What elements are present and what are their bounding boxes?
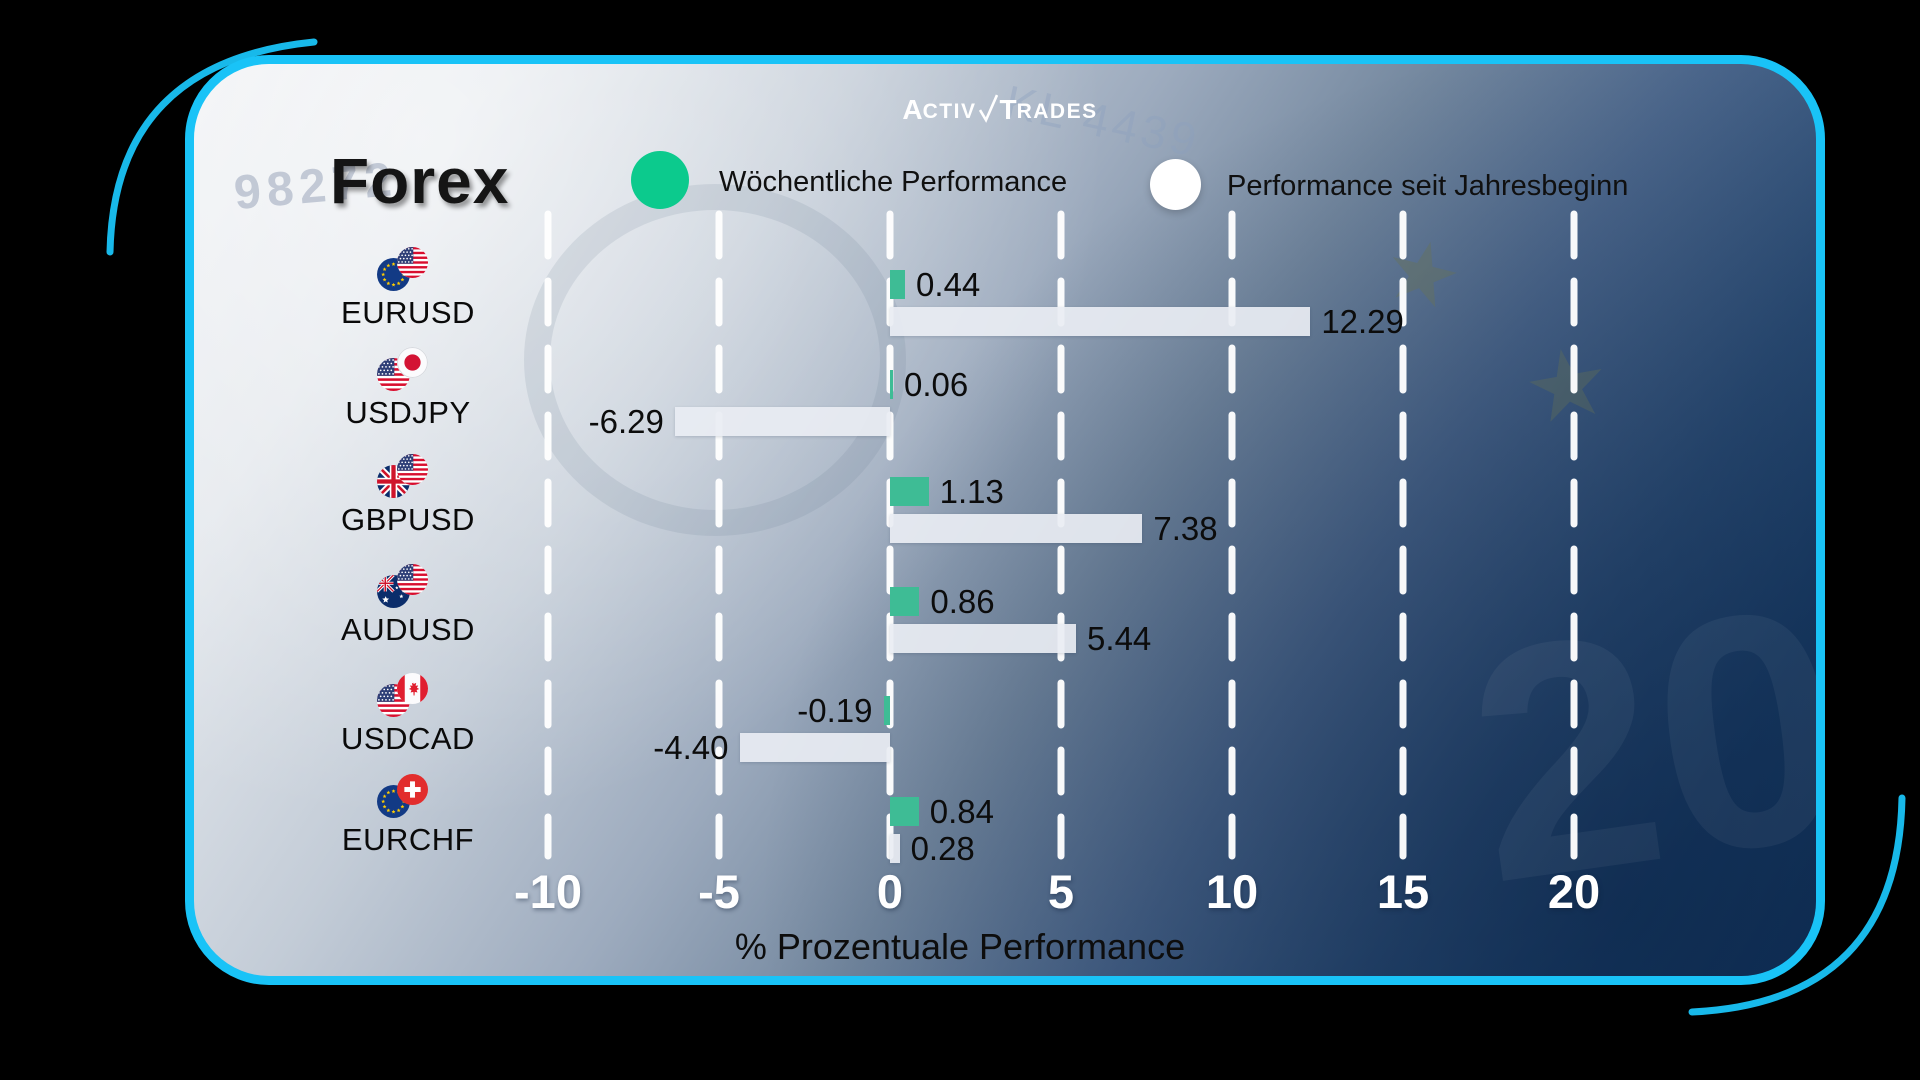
ytd-bar	[739, 733, 890, 762]
brand-logo: A CTIV T RADES	[902, 94, 1098, 125]
ytd-bar	[890, 624, 1077, 653]
pair-label: EURCHF	[341, 822, 475, 857]
ytd-value: 0.28	[910, 829, 975, 867]
weekly-value: 0.44	[916, 265, 981, 303]
weekly-value: 1.13	[939, 472, 1004, 510]
weekly-bar	[890, 370, 893, 399]
weekly-bar	[890, 477, 929, 506]
logo-check-icon	[979, 94, 999, 123]
ytd-bar	[890, 307, 1311, 336]
pair-label: EURUSD	[341, 295, 475, 330]
x-tick-label: 15	[1376, 865, 1430, 918]
flag-us-icon	[397, 454, 428, 485]
x-axis-title: % Prozentuale Performance	[734, 926, 1186, 967]
weekly-value: 0.84	[929, 792, 994, 830]
ytd-bar	[890, 514, 1143, 543]
weekly-value: -0.19	[797, 691, 873, 729]
flag-ca-icon	[397, 673, 428, 704]
pair-label: USDJPY	[345, 395, 471, 430]
ytd-value: -6.29	[588, 402, 664, 440]
x-tick-label: 5	[1047, 865, 1075, 918]
flag-us-icon	[377, 358, 410, 391]
ytd-value: 12.29	[1321, 302, 1404, 340]
ytd-value: 5.44	[1087, 619, 1152, 657]
pair-label: USDCAD	[341, 721, 475, 756]
weekly-value: 0.06	[904, 365, 969, 403]
flag-jp-icon	[397, 347, 428, 378]
weekly-bar	[890, 270, 906, 299]
flag-us-icon	[397, 564, 428, 595]
ytd-value: -4.40	[653, 728, 729, 766]
x-tick-label: 0	[876, 865, 904, 918]
legend-dot-weekly	[631, 151, 689, 209]
page-title: Forex	[330, 145, 510, 217]
x-tick-label: 20	[1547, 865, 1601, 918]
legend-dot-ytd	[1150, 159, 1201, 210]
legend-label-ytd: Performance seit Jahresbeginn	[1227, 170, 1629, 202]
weekly-bar	[890, 797, 919, 826]
weekly-bar	[883, 696, 890, 725]
ytd-bar	[890, 834, 900, 863]
logo-text: A	[902, 94, 923, 125]
pair-label: AUDUSD	[341, 612, 475, 647]
pair-label: GBPUSD	[341, 502, 475, 537]
weekly-value: 0.86	[930, 582, 995, 620]
flag-ch-icon	[397, 774, 428, 805]
flag-us-icon	[397, 247, 428, 278]
ytd-value: 7.38	[1153, 509, 1218, 547]
weekly-bar	[890, 587, 920, 616]
x-tick-label: 10	[1205, 865, 1259, 918]
legend-label-weekly: Wöchentliche Performance	[719, 166, 1068, 198]
flag-eu-icon	[377, 785, 410, 818]
x-tick-label: -10	[514, 865, 582, 918]
ytd-bar	[674, 407, 890, 436]
x-tick-label: -5	[698, 865, 740, 918]
